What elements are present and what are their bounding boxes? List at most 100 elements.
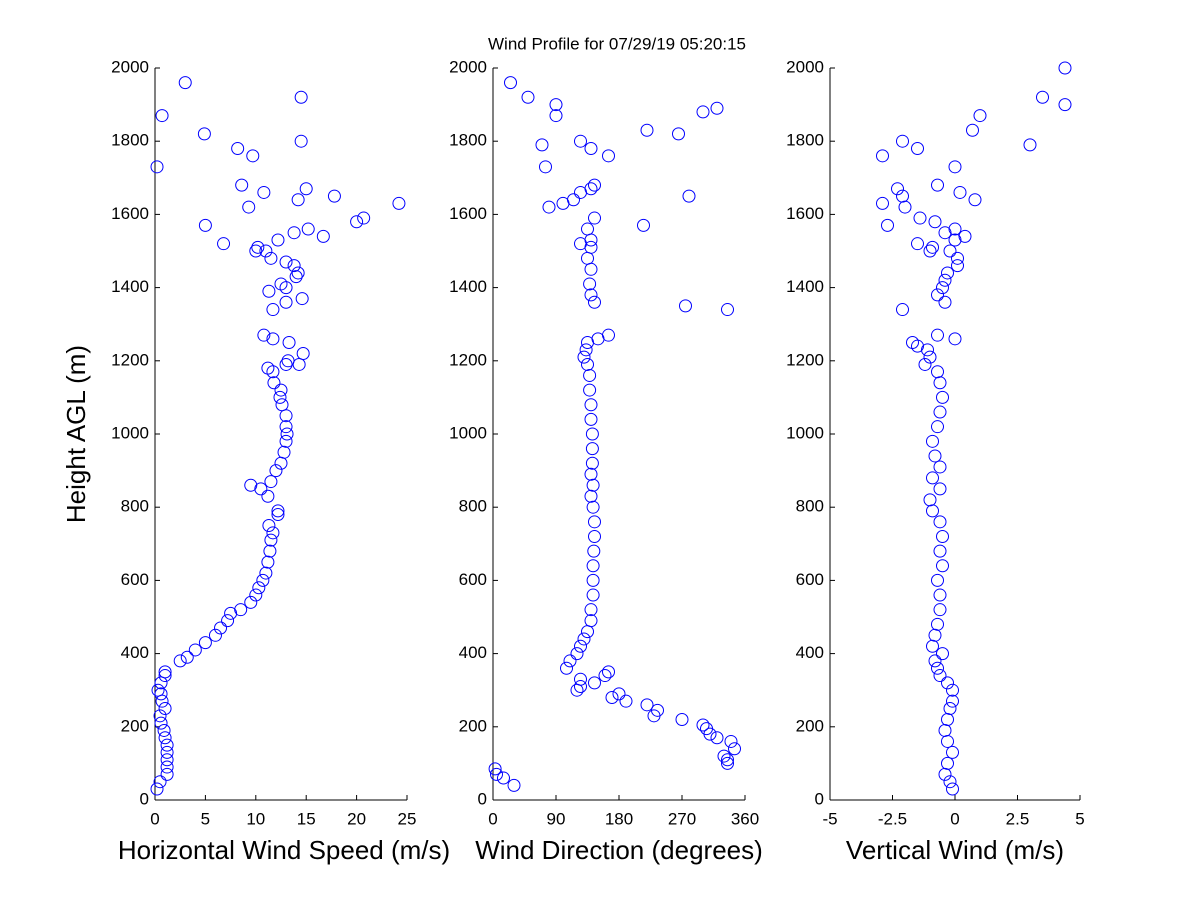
point <box>583 277 597 291</box>
point <box>933 405 947 419</box>
point <box>154 687 168 701</box>
point <box>896 134 909 148</box>
y-tick-label: 200 <box>459 716 487 735</box>
point <box>327 189 341 203</box>
point <box>933 460 947 474</box>
point <box>581 222 594 236</box>
point <box>941 756 954 770</box>
point <box>583 368 597 382</box>
point <box>160 738 174 752</box>
point <box>198 218 212 232</box>
point <box>279 255 293 269</box>
point <box>682 189 696 203</box>
point <box>244 595 258 609</box>
point <box>953 185 967 199</box>
y-axis-label: Height AGL (m) <box>61 345 91 523</box>
point <box>153 709 167 723</box>
point <box>946 694 959 708</box>
point <box>619 694 633 708</box>
x-tick-label: 25 <box>398 809 417 828</box>
x-tick-label: 20 <box>347 809 366 828</box>
y-tick-label: 1400 <box>449 277 487 296</box>
point <box>579 343 593 357</box>
point <box>197 127 211 141</box>
y-tick-label: 800 <box>121 497 149 516</box>
point <box>602 149 615 163</box>
point <box>926 240 939 254</box>
y-tick-label: 0 <box>140 789 149 808</box>
point <box>570 647 584 661</box>
point <box>911 237 924 251</box>
point <box>273 390 287 404</box>
point <box>261 489 275 503</box>
point <box>585 456 599 470</box>
point <box>1058 98 1072 112</box>
point <box>588 515 601 529</box>
point <box>1036 90 1049 104</box>
point <box>291 193 305 207</box>
point <box>263 544 277 558</box>
point <box>640 123 654 137</box>
point <box>264 533 278 547</box>
y-tick-label: 600 <box>121 570 149 589</box>
point <box>178 76 192 90</box>
point <box>235 178 249 192</box>
point <box>269 464 283 478</box>
point <box>291 266 305 280</box>
point <box>570 683 584 697</box>
point <box>728 742 741 756</box>
point <box>567 193 580 207</box>
point <box>279 420 293 434</box>
point <box>160 767 174 781</box>
point <box>584 467 598 481</box>
point <box>549 109 563 123</box>
point <box>598 669 612 683</box>
point <box>259 244 273 258</box>
point <box>287 259 301 273</box>
point <box>563 654 577 668</box>
point <box>946 782 959 796</box>
point <box>535 138 549 152</box>
y-tick-label: 400 <box>459 643 487 662</box>
point <box>918 357 932 371</box>
point <box>249 244 263 258</box>
y-tick-label: 1800 <box>449 131 487 150</box>
y-tick-label: 200 <box>796 716 824 735</box>
point <box>507 778 521 792</box>
x-tick-label: 10 <box>246 809 265 828</box>
point <box>490 767 503 781</box>
point <box>586 500 600 514</box>
point <box>246 149 260 163</box>
point <box>279 295 293 309</box>
point <box>539 160 552 174</box>
point <box>931 178 944 192</box>
point <box>938 295 952 309</box>
point <box>267 376 281 390</box>
point <box>588 676 601 690</box>
x-axis-label: Vertical Wind (m/s) <box>846 835 1064 865</box>
x-tick-label: 270 <box>668 809 696 828</box>
y-tick-label: 2000 <box>111 57 149 76</box>
point <box>587 544 601 558</box>
point <box>249 588 263 602</box>
point <box>256 573 270 587</box>
point <box>350 215 364 229</box>
point <box>1058 61 1072 75</box>
point <box>951 259 964 273</box>
point <box>266 526 280 540</box>
point <box>933 515 947 529</box>
point <box>584 182 598 196</box>
y-tick-label: 1200 <box>111 350 149 369</box>
y-tick-label: 1600 <box>786 204 824 223</box>
point <box>933 482 947 496</box>
point <box>289 270 303 284</box>
point <box>926 434 939 448</box>
point <box>876 196 889 210</box>
point <box>155 109 169 123</box>
point <box>948 222 962 236</box>
point <box>295 292 309 306</box>
point <box>936 390 949 404</box>
point <box>301 222 315 236</box>
y-tick-label: 2000 <box>786 57 824 76</box>
